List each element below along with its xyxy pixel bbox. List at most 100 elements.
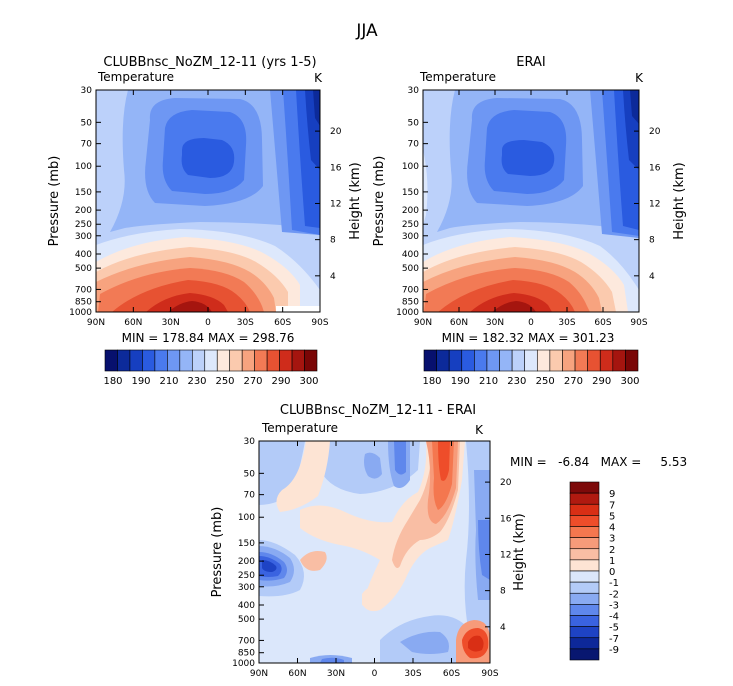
colorbar-swatch bbox=[569, 626, 600, 639]
colorbar-swatch bbox=[304, 349, 318, 372]
height-tick-label: 16 bbox=[500, 514, 512, 524]
x-tick-label: 30N bbox=[327, 669, 345, 679]
contour-fill bbox=[276, 441, 330, 512]
colorbar-swatch bbox=[266, 349, 280, 372]
panel-difference-title: CLUBBnsc_NoZM_12-11 - ERAI bbox=[280, 403, 476, 418]
y-tick-label: 250 bbox=[238, 571, 255, 581]
colorbar-label: -7 bbox=[609, 634, 619, 645]
x-tick-label: 60S bbox=[443, 669, 460, 679]
y-tick-label: 500 bbox=[402, 264, 419, 274]
colorbar-swatch bbox=[254, 349, 268, 372]
y-tick-label: 150 bbox=[238, 539, 255, 549]
panel-erai-field bbox=[423, 90, 639, 312]
panel-model-title: CLUBBnsc_NoZM_12-11 (yrs 1-5) bbox=[103, 55, 316, 70]
contour-fill bbox=[362, 587, 378, 608]
colorbar-swatch bbox=[104, 349, 118, 372]
height-tick-label: 12 bbox=[649, 199, 660, 209]
x-tick-label: 60S bbox=[594, 318, 611, 328]
y-tick-label: 250 bbox=[75, 220, 92, 230]
height-tick-label: 8 bbox=[330, 236, 336, 246]
y-tick-label: 850 bbox=[402, 298, 419, 308]
contour-fill bbox=[262, 560, 277, 572]
colorbar-swatch bbox=[569, 537, 600, 550]
colorbar-label: 250 bbox=[536, 376, 555, 387]
y-tick-label: 150 bbox=[75, 188, 92, 198]
panel-difference-field bbox=[259, 441, 490, 663]
colorbar-swatch bbox=[461, 349, 475, 372]
y-tick-label: 100 bbox=[75, 162, 92, 172]
colorbar-swatch bbox=[142, 349, 156, 372]
colorbar-label: 230 bbox=[507, 376, 526, 387]
y-tick-label: 30 bbox=[408, 86, 420, 96]
y-tick-label: 300 bbox=[402, 232, 419, 242]
colorbar-label: 1 bbox=[609, 556, 615, 567]
x-tick-label: 30S bbox=[237, 318, 254, 328]
contour-fill bbox=[181, 138, 235, 178]
colorbar-label: 270 bbox=[243, 376, 262, 387]
colorbar-swatch bbox=[448, 349, 463, 372]
colorbar-label: 270 bbox=[564, 376, 583, 387]
x-tick-label: 30S bbox=[404, 669, 421, 679]
contour-fill bbox=[630, 90, 639, 124]
x-tick-label: 30S bbox=[558, 318, 575, 328]
y-tick-label: 30 bbox=[244, 437, 256, 447]
colorbar-swatch bbox=[423, 349, 437, 372]
panel-erai-subtitle: Temperature bbox=[419, 70, 496, 84]
panel-model-units: K bbox=[314, 71, 323, 85]
colorbar-label: 300 bbox=[299, 376, 318, 387]
panel-model: CLUBBnsc_NoZM_12-11 (yrs 1-5) Temperatur… bbox=[47, 55, 363, 387]
panel-erai-minmax: MIN = 182.32 MAX = 301.23 bbox=[442, 331, 615, 345]
y-tick-label: 50 bbox=[244, 469, 256, 479]
y-tick-label: 850 bbox=[75, 298, 92, 308]
y-tick-label: 50 bbox=[408, 118, 420, 128]
colorbar-swatch bbox=[599, 349, 614, 372]
y-tick-label: 70 bbox=[81, 140, 93, 150]
y-tick-label: 70 bbox=[244, 491, 256, 501]
colorbar-label: 2 bbox=[609, 545, 615, 556]
colorbar-swatch bbox=[569, 481, 600, 494]
colorbar-label: 180 bbox=[422, 376, 441, 387]
y-tick-label: 30 bbox=[81, 86, 93, 96]
y-tick-label: 300 bbox=[238, 583, 255, 593]
contour-fill bbox=[320, 657, 344, 663]
x-tick-label: 60N bbox=[124, 318, 142, 328]
colorbar-swatch bbox=[216, 349, 231, 372]
colorbar-swatch bbox=[511, 349, 526, 372]
colorbar-swatch bbox=[167, 349, 181, 372]
x-tick-label: 30N bbox=[162, 318, 180, 328]
colorbar-label: -9 bbox=[609, 645, 619, 656]
panel-difference-subtitle: Temperature bbox=[261, 421, 338, 435]
panel-difference-minmax: MIN = -6.84 MAX = 5.53 bbox=[510, 455, 687, 469]
colorbar-swatch bbox=[587, 349, 601, 372]
colorbar-label: 0 bbox=[609, 567, 615, 578]
contour-fill bbox=[300, 551, 327, 571]
contour-fill bbox=[313, 90, 320, 126]
panel-model-minmax: MIN = 178.84 MAX = 298.76 bbox=[122, 331, 295, 345]
x-tick-label: 0 bbox=[372, 669, 378, 679]
x-tick-label: 90S bbox=[630, 318, 647, 328]
colorbar-swatch bbox=[486, 349, 500, 372]
colorbar-label: 290 bbox=[271, 376, 290, 387]
contour-fill bbox=[168, 301, 212, 312]
y-tick-label: 150 bbox=[402, 188, 419, 198]
colorbar-label: 290 bbox=[592, 376, 611, 387]
height-tick-label: 8 bbox=[500, 587, 506, 597]
height-tick-label: 20 bbox=[649, 127, 661, 137]
panel-model-ylabel: Pressure (mb) bbox=[47, 156, 62, 247]
colorbar-swatch bbox=[524, 349, 538, 372]
colorbar-swatch bbox=[574, 349, 588, 372]
contour-fill bbox=[468, 635, 484, 652]
panel-difference-ylabel: Pressure (mb) bbox=[210, 507, 225, 598]
y-tick-label: 100 bbox=[238, 513, 255, 523]
y-tick-label: 70 bbox=[408, 140, 420, 150]
y-tick-label: 1000 bbox=[232, 659, 255, 669]
height-tick-label: 16 bbox=[330, 163, 342, 173]
panel-erai-ylabel-right: Height (km) bbox=[672, 162, 687, 239]
panel-difference: CLUBBnsc_NoZM_12-11 - ERAI Temperature K bbox=[210, 403, 687, 679]
contour-fill bbox=[438, 441, 450, 481]
x-tick-label: 90N bbox=[414, 318, 432, 328]
panel-difference-units: K bbox=[475, 423, 484, 437]
contour-fill bbox=[423, 150, 428, 225]
x-tick-label: 0 bbox=[205, 318, 211, 328]
